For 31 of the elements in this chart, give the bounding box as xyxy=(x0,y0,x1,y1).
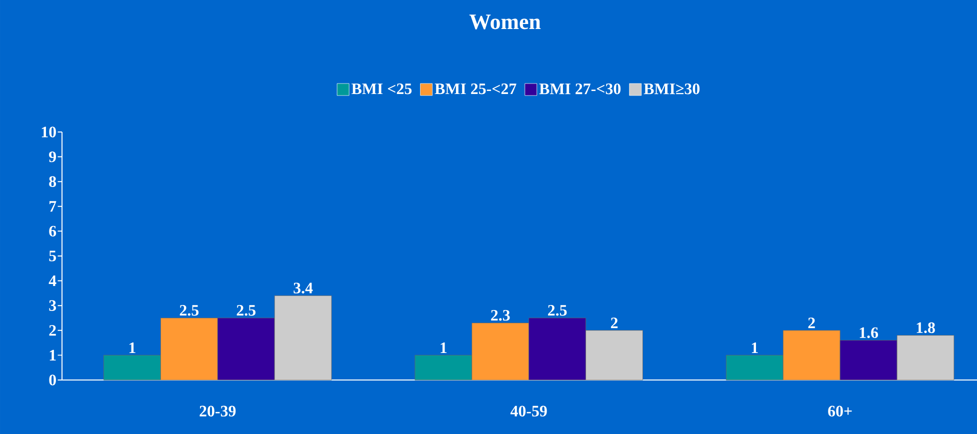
data-label: 2.5 xyxy=(548,305,567,316)
data-label: 2.3 xyxy=(491,310,510,321)
data-label: 2 xyxy=(610,318,618,328)
legend-label: BMI 27-<30 xyxy=(539,83,621,94)
data-label: 2.5 xyxy=(180,305,199,316)
data-label: 2 xyxy=(808,318,815,328)
legend-label: BMI≥30 xyxy=(644,83,700,94)
y-tick-label: 0 xyxy=(49,374,56,386)
x-tick-label: 20-39 xyxy=(200,406,236,417)
x-tick-label: 60+ xyxy=(828,406,852,417)
y-tick-label: 1 xyxy=(50,350,56,360)
y-tick-label: 4 xyxy=(48,276,56,286)
y-tick-label: 9 xyxy=(49,151,56,162)
data-label: 1.8 xyxy=(916,322,935,334)
y-tick-label: 3 xyxy=(49,300,56,311)
y-tick-label: 10 xyxy=(42,126,56,138)
data-label: 3.4 xyxy=(294,282,313,294)
data-label: 1 xyxy=(752,342,758,353)
y-tick-label: 7 xyxy=(50,201,56,212)
x-tick-label: 40-59 xyxy=(510,406,547,417)
y-tick-label: 2 xyxy=(49,325,56,336)
legend-label: BMI <25 xyxy=(352,83,412,94)
y-tick-label: 8 xyxy=(49,176,56,187)
y-tick-label: 6 xyxy=(49,226,56,237)
y-tick-label: 5 xyxy=(49,250,56,262)
data-label: 1 xyxy=(129,342,136,353)
legend-label: BMI 25-<27 xyxy=(434,83,516,94)
chart-title: Women xyxy=(469,14,541,30)
data-label: 1 xyxy=(440,342,447,353)
data-label: 1.6 xyxy=(860,327,878,338)
data-label: 2.5 xyxy=(236,305,256,316)
